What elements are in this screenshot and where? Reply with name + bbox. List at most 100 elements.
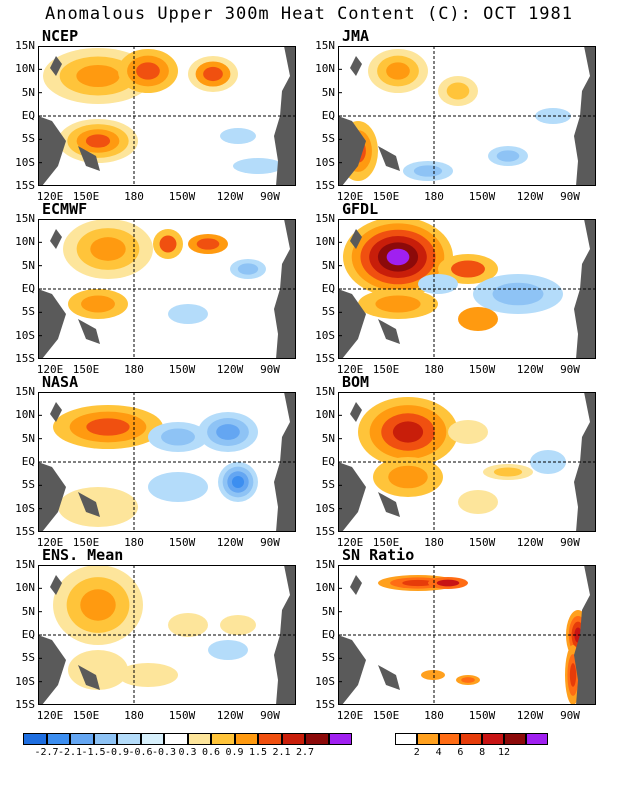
anomaly-contour bbox=[220, 615, 256, 635]
colorbar-swatch bbox=[460, 733, 483, 745]
longitude-label: 120E bbox=[36, 536, 64, 549]
anomaly-contour bbox=[402, 579, 434, 587]
longitude-label: 120W bbox=[516, 190, 544, 203]
colorbar-swatch bbox=[525, 733, 548, 745]
colorbar-tick-label: -0.3 bbox=[151, 747, 177, 758]
colorbar-tick-label: -1.5 bbox=[81, 747, 106, 758]
map-panel: BOM 15N 10N 5N EQ 5S 10S 15S 120E 150E 180 150W 120W… bbox=[315, 373, 596, 549]
latitude-label: 5S bbox=[321, 478, 335, 492]
colorbar-tick-label: -2.7 bbox=[34, 747, 59, 758]
land-mass bbox=[378, 146, 400, 171]
map-panel: SN Ratio 15N 10N 5N EQ 5S 10S 15S 120E 150E 180 150… bbox=[315, 546, 596, 722]
latitude-label: 10S bbox=[315, 328, 335, 342]
land-mass bbox=[338, 289, 366, 359]
longitude-label: 90W bbox=[560, 363, 580, 376]
longitude-label: 150W bbox=[468, 709, 496, 722]
longitude-label: 150W bbox=[168, 190, 196, 203]
latitude-label: 15S bbox=[15, 352, 35, 365]
colorbar-swatch bbox=[482, 733, 504, 745]
latitude-label: 15S bbox=[315, 525, 335, 538]
longitude-label: 120W bbox=[216, 363, 244, 376]
latitude-label: 10N bbox=[315, 62, 335, 76]
colorbar-tick-label: 8 bbox=[479, 747, 486, 758]
anomaly-contour bbox=[90, 237, 126, 261]
longitude-label: 120W bbox=[516, 536, 544, 549]
latitude-label: 15N bbox=[15, 558, 35, 571]
latitude-label: 15N bbox=[315, 558, 335, 571]
anomaly-contour bbox=[208, 640, 248, 660]
land-mass bbox=[338, 116, 366, 186]
colorbar-tick-label: 6 bbox=[457, 747, 464, 758]
anomaly-contour bbox=[159, 235, 177, 253]
land-mass bbox=[378, 492, 400, 517]
colorbar-swatch bbox=[164, 733, 188, 745]
latitude-label: 15S bbox=[315, 698, 335, 711]
anomaly-contour bbox=[81, 295, 115, 313]
land-mass bbox=[38, 635, 66, 705]
anomaly-contour bbox=[168, 613, 208, 637]
longitude-label: 150W bbox=[468, 363, 496, 376]
latitude-label: 10N bbox=[315, 581, 335, 595]
anomaly-contour bbox=[168, 304, 208, 324]
longitude-label: 90W bbox=[260, 709, 280, 722]
latitude-label: 15N bbox=[315, 385, 335, 398]
colorbar-tick-label: 0.6 bbox=[201, 747, 221, 758]
anomaly-contour bbox=[413, 165, 443, 177]
latitude-label: 10N bbox=[315, 235, 335, 249]
longitude-label: 180 bbox=[124, 190, 144, 203]
longitude-label: 90W bbox=[560, 709, 580, 722]
anomaly-contour bbox=[220, 128, 256, 144]
anomaly-contour bbox=[148, 472, 208, 502]
latitude-label: 10N bbox=[15, 581, 35, 595]
colorbar-swatch bbox=[234, 733, 258, 745]
anomaly-contour bbox=[569, 663, 577, 687]
latitude-label: 15N bbox=[315, 212, 335, 225]
latitude-label: 15N bbox=[15, 212, 35, 225]
anomaly-contour bbox=[58, 487, 138, 527]
latitude-label: 10S bbox=[15, 155, 35, 169]
longitude-label: 120W bbox=[516, 363, 544, 376]
anomaly-contour bbox=[86, 418, 130, 436]
longitude-label: 150W bbox=[168, 363, 196, 376]
latitude-label: 15S bbox=[15, 698, 35, 711]
land-mass bbox=[38, 289, 66, 359]
longitude-label: 120E bbox=[336, 363, 364, 376]
latitude-label: 5S bbox=[321, 651, 335, 665]
land-mass bbox=[50, 575, 62, 595]
longitude-label: 180 bbox=[124, 709, 144, 722]
longitude-label: 150E bbox=[72, 363, 100, 376]
longitude-label: 120E bbox=[336, 190, 364, 203]
anomaly-contour bbox=[388, 465, 428, 489]
map-panel-svg bbox=[338, 392, 596, 532]
latitude-label: 10S bbox=[15, 674, 35, 688]
map-panel-svg bbox=[338, 46, 596, 186]
longitude-label: 150E bbox=[372, 363, 400, 376]
longitude-label: 150W bbox=[468, 536, 496, 549]
land-mass bbox=[350, 229, 362, 249]
colorbar-tick-label: 2 bbox=[413, 747, 420, 758]
longitude-label: 150E bbox=[372, 536, 400, 549]
latitude-label: 5N bbox=[321, 431, 335, 445]
colorbar-swatch bbox=[117, 733, 141, 745]
longitude-label: 180 bbox=[124, 536, 144, 549]
latitude-label: 15S bbox=[15, 179, 35, 192]
anomaly-contour bbox=[392, 421, 424, 443]
longitude-label: 150W bbox=[168, 709, 196, 722]
colorbar-swatch bbox=[23, 733, 47, 745]
anomaly-contour bbox=[231, 475, 245, 489]
longitude-label: 120W bbox=[216, 709, 244, 722]
latitude-label: 15N bbox=[15, 39, 35, 52]
panel-label: BOM bbox=[340, 373, 372, 391]
colorbar-swatch bbox=[395, 733, 417, 745]
map-panel: NCEP 15N 10N 5N EQ 5S 10S 15S 120E 150E 180 150W 120… bbox=[15, 27, 296, 203]
longitude-label: 180 bbox=[124, 363, 144, 376]
panel-label: NASA bbox=[40, 373, 81, 391]
anomaly-contour bbox=[421, 670, 445, 680]
colorbar-swatch bbox=[504, 733, 526, 745]
latitude-label: 5S bbox=[21, 651, 35, 665]
land-mass bbox=[38, 462, 66, 532]
anomaly-contour bbox=[203, 66, 223, 82]
colorbar-swatch bbox=[187, 733, 211, 745]
latitude-label: EQ bbox=[21, 282, 35, 295]
longitude-label: 120W bbox=[216, 536, 244, 549]
